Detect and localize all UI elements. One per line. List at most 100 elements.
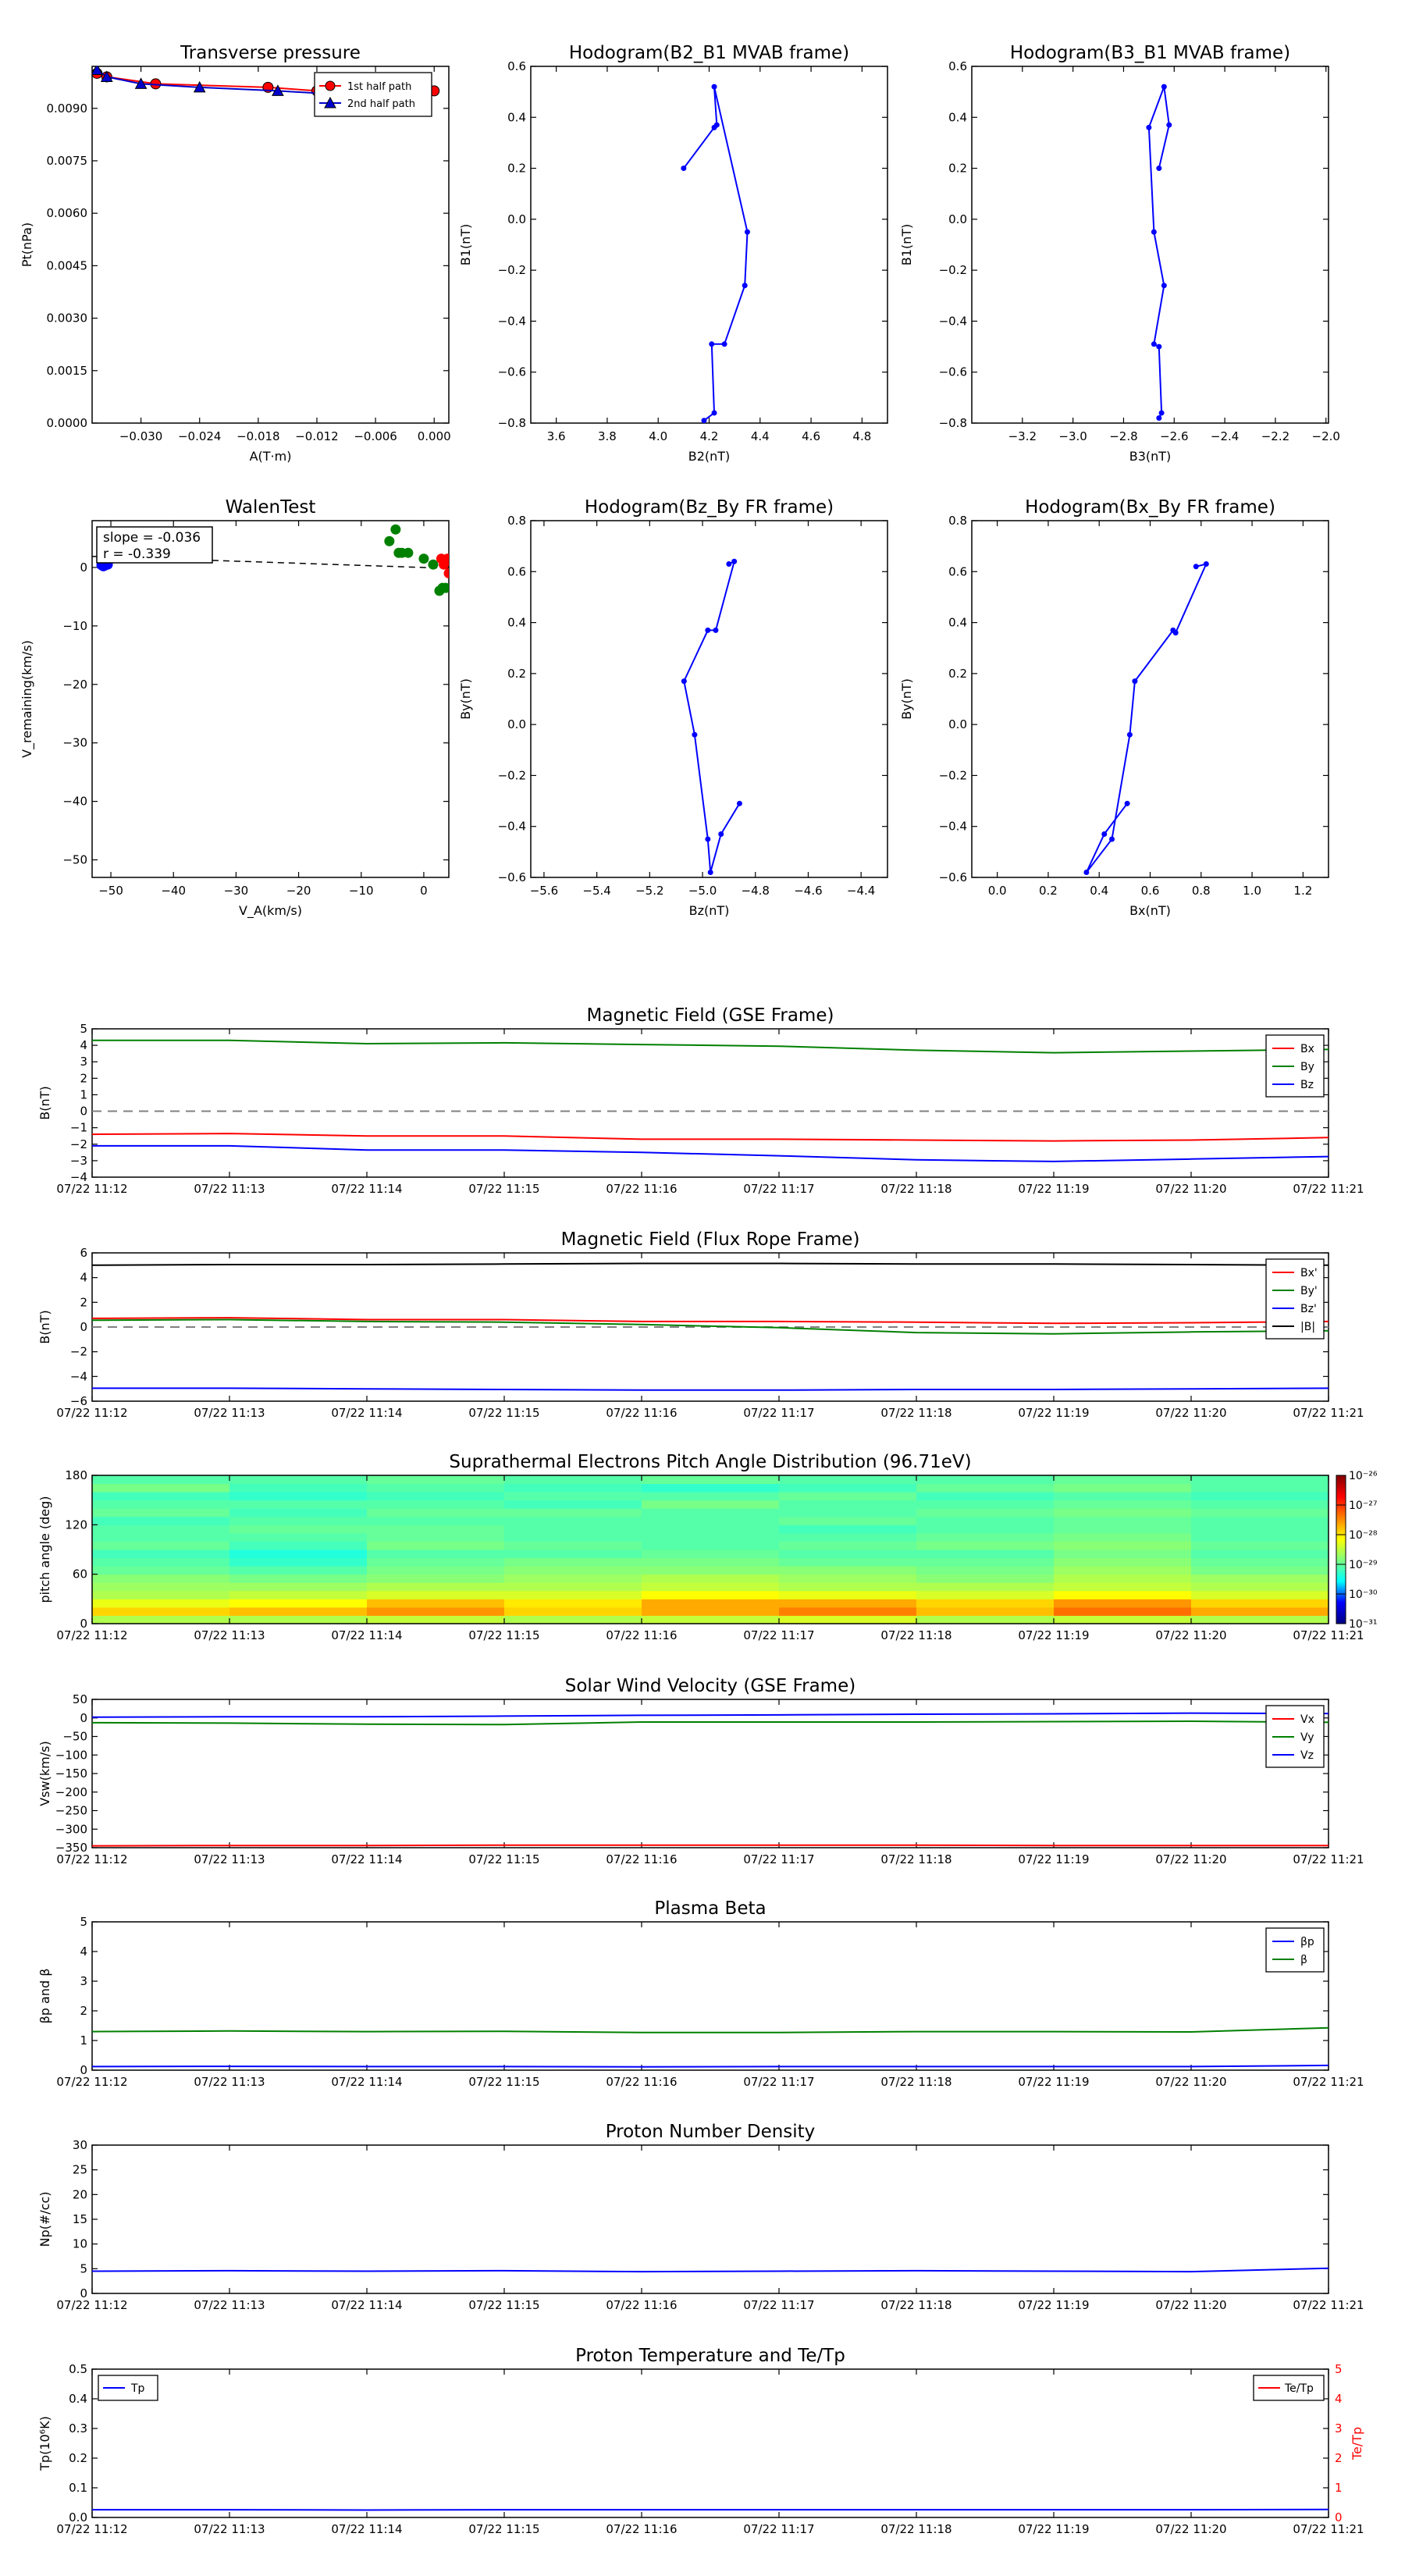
heatmap-cell [367,1615,505,1624]
time-tick-label: 07/22 11:17 [743,1406,814,1420]
x-tick-label: 0.8 [1192,884,1211,898]
x-axis-label: Bz(nT) [689,903,730,918]
legend-label: Bz [1300,1079,1314,1091]
colorbar-label: 10⁻²⁹ [1349,1559,1378,1571]
heatmap-cell [1191,1615,1329,1624]
y-tick-label: −2 [70,1345,87,1359]
heatmap-cell [92,1516,230,1525]
data-point [1158,410,1165,416]
legend: Bx By Bz [1265,1034,1325,1098]
y-tick-label: 0.4 [69,2392,87,2406]
heatmap-cell [92,1606,230,1616]
y-tick-label: 0.3 [69,2421,87,2435]
heatmap-cell [1191,1574,1329,1583]
chart-vsw: Solar Wind Velocity (GSE Frame) 07/22 11:… [37,1676,1364,1866]
scatter-point [384,535,395,546]
data-point [701,418,707,423]
chart-mag-fr: Magnetic Field (Flux Rope Frame) 07/22 11… [37,1229,1364,1420]
y-tick-label: 4 [80,1271,87,1285]
y-tick-label: 5 [80,2261,87,2275]
heatmap-cell [1191,1525,1329,1534]
heatmap-cell [92,1508,230,1517]
x-tick-label: 0.2 [1039,884,1058,898]
series-line-1 [92,1039,1329,1054]
heatmap-cell [642,1541,780,1550]
heatmap-cell [92,1500,230,1509]
heatmap-cell [367,1475,505,1485]
heatmap-cell [916,1582,1055,1592]
y-right-tick-label: 5 [1335,2362,1343,2376]
heatmap-cell [1191,1532,1329,1542]
x-tick-label: −4.8 [742,884,770,898]
heatmap-cell [642,1508,780,1517]
y-tick-label: 180 [65,1468,87,1482]
heatmap-cell [642,1525,780,1534]
time-tick-label: 07/22 11:20 [1155,2522,1226,2536]
heatmap-cell [92,1557,230,1567]
chart-mag-gse: Magnetic Field (GSE Frame) 07/22 11:12 07/… [37,1005,1364,1196]
y-tick-label: 0.5 [69,2362,87,2376]
heatmap-cell [229,1541,368,1550]
y-tick-label: 0.2 [507,162,526,176]
heatmap-cell [916,1500,1055,1509]
heatmap-cell [504,1599,642,1608]
y-tick-label: 0.4 [507,616,526,630]
x-tick-label: 3.8 [598,429,617,443]
y-tick-label: 10 [73,2237,87,2251]
legend-label: 2nd half path [347,98,415,110]
time-tick-label: 07/22 11:19 [1018,2075,1089,2089]
legend-marker [325,80,336,91]
heatmap-cell [1054,1516,1192,1525]
y-tick-label: 0.0060 [47,206,88,220]
y-axis-label: By(nT) [899,678,914,720]
heatmap-cell [229,1516,368,1525]
x-tick-label: −4.6 [794,884,822,898]
time-tick-label: 07/22 11:14 [331,1182,402,1196]
heatmap-cell [1191,1500,1329,1509]
data-point [1109,836,1115,842]
y-tick-label: −50 [62,853,87,867]
heatmap-cell [92,1615,230,1624]
heatmap-cell [504,1582,642,1592]
x-tick-label: −0.012 [295,429,339,443]
heatmap-cell [1191,1475,1329,1485]
y-tick-label: 0.2 [948,162,967,176]
heatmap-cell [1054,1606,1192,1616]
time-tick-label: 07/22 11:18 [880,2298,951,2312]
y-tick-label: 0.0045 [47,258,88,272]
time-tick-label: 07/22 11:17 [743,1182,814,1196]
data-point [705,627,711,633]
x-tick-label: −2.8 [1109,429,1137,443]
time-tick-label: 07/22 11:19 [1018,2298,1089,2312]
y-right-tick-label: 1 [1335,2481,1343,2495]
heatmap-cell [504,1557,642,1567]
x-tick-label: 0.6 [1141,884,1160,898]
heatmap-cell [642,1615,780,1624]
x-tick-label: −0.024 [178,429,222,443]
legend-label: By' [1300,1285,1318,1297]
time-tick-label: 07/22 11:19 [1018,1406,1089,1420]
chart-hodogram-b2b1: Hodogram(B2_B1 MVAB frame) 3.6 3.8 4.0 4.2 4.… [458,43,888,464]
heatmap-cell [779,1516,917,1525]
data-point [713,627,719,633]
time-tick-label: 07/22 11:15 [468,2075,539,2089]
legend-left: Tp [98,2375,158,2401]
y-axis-label: B1(nT) [458,224,473,266]
series-line-0 [1147,86,1170,418]
heatmap-cell [1191,1557,1329,1567]
heatmap-cell [367,1574,505,1583]
legend-label: Te/Tp [1284,2382,1314,2395]
heatmap-cell [504,1532,642,1542]
y-axis-label: pitch angle (deg) [37,1496,52,1603]
data-point [736,800,742,806]
heatmap-cell [229,1574,368,1583]
heatmap-cell [92,1566,230,1575]
y-tick-label: −6 [70,1394,87,1408]
y-tick-label: 0.0 [507,717,526,731]
time-tick-label: 07/22 11:13 [194,2075,265,2089]
heatmap-cell [642,1475,780,1485]
chart-beta: Plasma Beta 07/22 11:12 07/22 11:13 07/22 1… [37,1898,1364,2089]
y-axis-label: B(nT) [37,1310,52,1343]
x-tick-label: −5.0 [688,884,717,898]
